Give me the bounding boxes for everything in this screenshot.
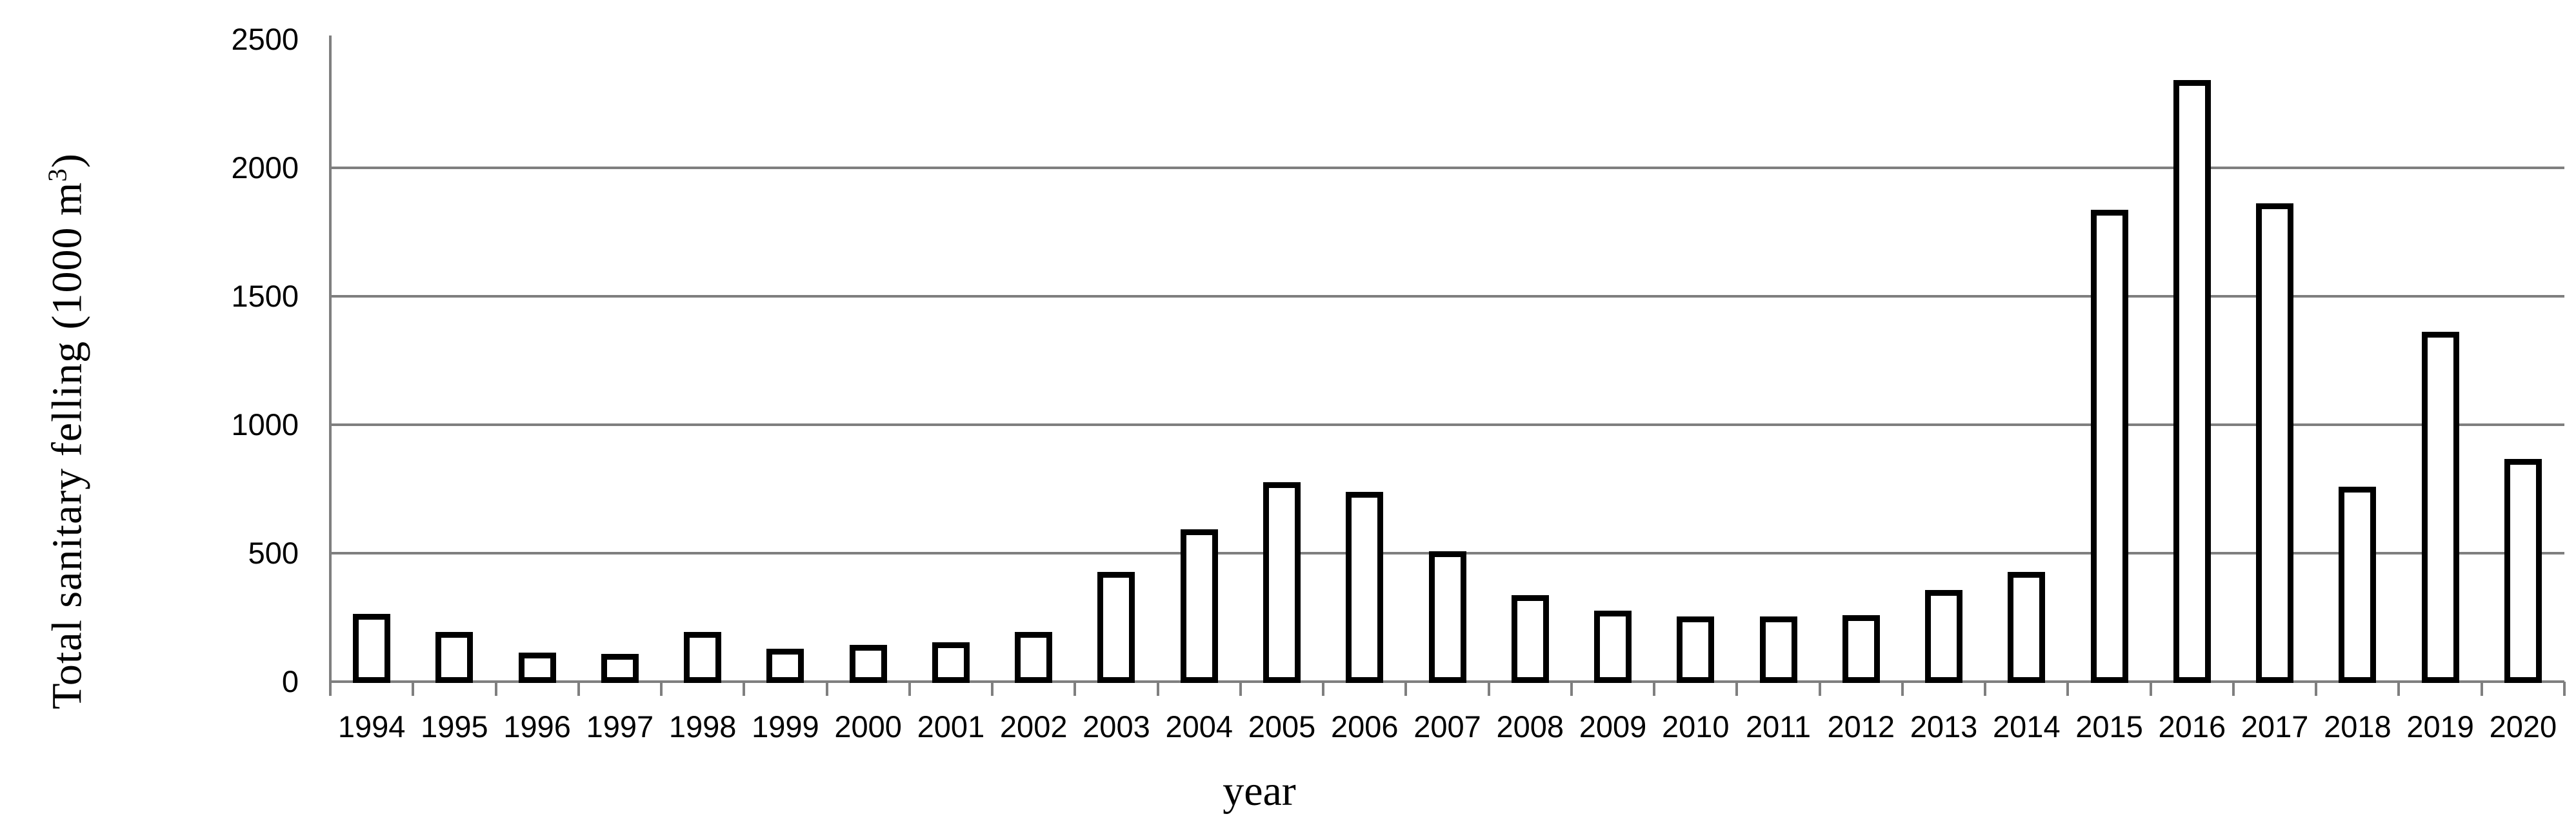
y-tick-label-500: 500	[248, 536, 299, 570]
bar-2002	[1015, 632, 1053, 683]
x-tick-label-2014: 2014	[1993, 709, 2061, 744]
bar-2009	[1594, 611, 1632, 683]
x-tick-mark	[2066, 682, 2070, 696]
bar-2015	[2090, 210, 2128, 683]
x-tick-mark	[1735, 682, 1739, 696]
x-axis-title: year	[1223, 768, 1296, 815]
bar-1998	[684, 632, 722, 683]
x-tick-label-2001: 2001	[917, 709, 985, 744]
x-tick-label-2006: 2006	[1330, 709, 1399, 744]
x-tick-mark	[1404, 682, 1408, 696]
x-tick-mark	[2397, 682, 2401, 696]
gridline-1000	[330, 423, 2564, 426]
bar-1994	[353, 614, 391, 683]
bar-2006	[1346, 492, 1384, 683]
y-tick-label-1000: 1000	[231, 407, 299, 442]
bar-1997	[601, 654, 639, 683]
x-tick-mark	[1653, 682, 1656, 696]
x-tick-label-2009: 2009	[1579, 709, 1647, 744]
x-tick-label-1994: 1994	[337, 709, 406, 744]
x-tick-mark	[660, 682, 663, 696]
x-tick-label-2015: 2015	[2075, 709, 2143, 744]
bar-2005	[1263, 482, 1301, 683]
x-tick-label-1995: 1995	[421, 709, 488, 744]
bar-2013	[1925, 590, 1963, 683]
y-tick-label-0: 0	[281, 664, 299, 698]
x-tick-mark	[825, 682, 828, 696]
bar-2008	[1511, 595, 1549, 683]
bar-2014	[2008, 572, 2046, 683]
x-tick-label-2007: 2007	[1413, 709, 1481, 744]
x-tick-mark	[2149, 682, 2152, 696]
x-tick-mark	[577, 682, 580, 696]
bar-2017	[2256, 203, 2294, 683]
x-tick-label-2011: 2011	[1745, 709, 1812, 744]
bar-2016	[2173, 80, 2211, 683]
bar-1999	[766, 649, 804, 683]
y-tick-label-2500: 2500	[231, 22, 299, 56]
bar-1996	[518, 653, 556, 683]
gridline-2000	[330, 167, 2564, 169]
x-tick-label-2017: 2017	[2241, 709, 2309, 744]
x-tick-mark	[2480, 682, 2483, 696]
y-tick-label-1500: 1500	[231, 279, 299, 313]
bar-2000	[849, 645, 887, 683]
x-tick-label-2019: 2019	[2406, 709, 2474, 744]
x-tick-mark	[2315, 682, 2318, 696]
x-tick-mark	[743, 682, 746, 696]
x-tick-label-2016: 2016	[2158, 709, 2226, 744]
x-tick-mark	[2563, 682, 2566, 696]
bar-2020	[2504, 459, 2542, 683]
x-tick-label-2003: 2003	[1083, 709, 1150, 744]
bar-2019	[2421, 332, 2459, 683]
bar-2018	[2339, 487, 2377, 683]
x-tick-mark	[1073, 682, 1077, 696]
x-tick-label-1997: 1997	[586, 709, 654, 744]
x-tick-label-2002: 2002	[999, 709, 1068, 744]
x-tick-label-2018: 2018	[2324, 709, 2391, 744]
x-tick-label-1998: 1998	[668, 709, 737, 744]
y-axis-line	[329, 36, 332, 696]
bar-2011	[1759, 616, 1797, 683]
x-tick-mark	[1818, 682, 1821, 696]
x-tick-label-2000: 2000	[834, 709, 902, 744]
x-tick-label-2012: 2012	[1827, 709, 1895, 744]
x-tick-mark	[412, 682, 415, 696]
x-tick-mark	[2232, 682, 2235, 696]
x-tick-mark	[329, 682, 332, 696]
x-tick-label-2005: 2005	[1248, 709, 1316, 744]
bar-2003	[1097, 572, 1135, 683]
x-tick-label-2020: 2020	[2489, 709, 2557, 744]
gridline-1500	[330, 295, 2564, 298]
x-tick-mark	[1239, 682, 1242, 696]
x-tick-label-2010: 2010	[1661, 709, 1730, 744]
x-tick-mark	[494, 682, 497, 696]
bar-2004	[1180, 529, 1218, 683]
x-tick-mark	[908, 682, 911, 696]
x-tick-mark	[1156, 682, 1159, 696]
x-tick-label-1996: 1996	[503, 709, 571, 744]
x-tick-mark	[1570, 682, 1573, 696]
bar-2001	[932, 642, 970, 683]
x-tick-label-2008: 2008	[1496, 709, 1564, 744]
bar-2012	[1842, 615, 1880, 683]
bar-2010	[1677, 616, 1715, 683]
bar-2007	[1428, 551, 1466, 683]
y-tick-label-2000: 2000	[231, 150, 299, 185]
x-tick-mark	[1901, 682, 1904, 696]
bar-1995	[435, 632, 474, 683]
x-tick-mark	[991, 682, 994, 696]
x-tick-label-2004: 2004	[1165, 709, 1233, 744]
x-tick-mark	[1984, 682, 1987, 696]
x-tick-label-1999: 1999	[752, 709, 819, 744]
x-tick-label-2013: 2013	[1910, 709, 1978, 744]
x-tick-mark	[1487, 682, 1490, 696]
x-tick-mark	[1322, 682, 1325, 696]
